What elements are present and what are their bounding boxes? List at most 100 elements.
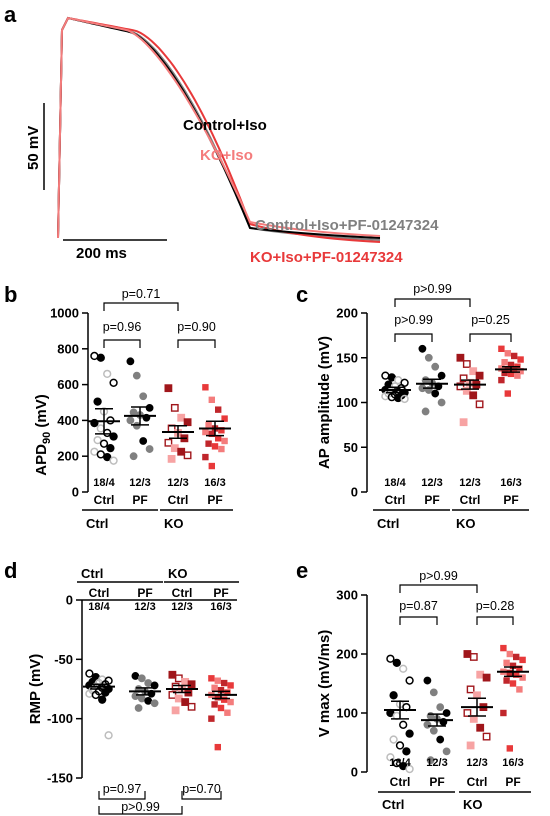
data-point bbox=[131, 692, 140, 701]
data-point bbox=[400, 394, 409, 404]
data-point bbox=[501, 369, 508, 377]
significance-bracket bbox=[177, 339, 216, 348]
data-point bbox=[227, 682, 234, 689]
data-point bbox=[93, 435, 102, 445]
n-label: 16/3 bbox=[500, 477, 521, 489]
data-point bbox=[91, 690, 100, 700]
group-label-ko: KO bbox=[463, 797, 483, 812]
time-scale-label: 200 ms bbox=[76, 245, 127, 262]
data-point bbox=[431, 389, 440, 398]
category-label: PF bbox=[132, 493, 147, 507]
p-value-label: p=0.28 bbox=[476, 599, 515, 613]
panel-d-plot: 0 -50 -100 -150 RMP (mV) 18/4 12/3 12/3 16/3 p=0.… bbox=[27, 566, 239, 815]
data-point bbox=[466, 741, 475, 750]
data-point bbox=[211, 701, 218, 708]
data-point bbox=[513, 671, 520, 678]
data-point bbox=[462, 360, 471, 368]
category-label: Ctrl bbox=[168, 493, 189, 507]
p-value-label: p=0.96 bbox=[103, 320, 142, 334]
significance-bracket bbox=[394, 333, 433, 342]
significance-bracket bbox=[399, 584, 478, 593]
data-point bbox=[168, 670, 177, 679]
data-point bbox=[187, 680, 196, 689]
n-label: 16/3 bbox=[204, 477, 225, 489]
data-point bbox=[96, 353, 105, 362]
data-point bbox=[224, 709, 231, 716]
data-point bbox=[208, 675, 215, 682]
data-point bbox=[405, 764, 414, 774]
data-point bbox=[221, 437, 228, 445]
p-value-label: p>0.99 bbox=[121, 800, 160, 814]
group-label-ctrl: Ctrl bbox=[382, 797, 404, 812]
data-point bbox=[517, 356, 524, 363]
data-point bbox=[519, 674, 526, 681]
data-point bbox=[131, 672, 140, 680]
data-point bbox=[402, 747, 411, 756]
data-point bbox=[103, 369, 112, 379]
y-tick-label: -150 bbox=[47, 771, 73, 786]
data-point bbox=[507, 370, 515, 378]
data-point bbox=[139, 392, 148, 401]
data-point bbox=[421, 407, 430, 416]
category-label: Ctrl bbox=[460, 493, 481, 507]
data-point bbox=[431, 362, 440, 371]
category-label: Ctrl bbox=[172, 586, 193, 600]
n-label: 12/3 bbox=[466, 757, 487, 769]
y-tick-label: 0 bbox=[72, 485, 79, 500]
data-point bbox=[170, 403, 179, 412]
data-point bbox=[109, 378, 118, 387]
data-point bbox=[106, 443, 115, 453]
category-label: PF bbox=[424, 493, 439, 507]
p-value-label: p>0.99 bbox=[413, 282, 452, 296]
data-point bbox=[476, 723, 485, 732]
data-point bbox=[482, 732, 491, 741]
panel-d: d 0 -50 -100 -150 RMP (mV) 18/4 12/3 12/3 16/3 p=… bbox=[4, 558, 239, 815]
y-axis-label: RMP (mV) bbox=[27, 654, 44, 725]
data-point bbox=[208, 396, 215, 404]
data-point bbox=[511, 352, 518, 360]
data-point bbox=[509, 680, 517, 687]
data-point bbox=[399, 664, 408, 673]
data-point bbox=[405, 676, 414, 685]
panel-b-plot: 0 200 400 600 800 1000 18/4 12/3 12/3 16/3 p=0.71 p… bbox=[50, 287, 233, 531]
y-axis-label: V max (mV/ms) bbox=[316, 630, 333, 738]
data-point bbox=[482, 673, 491, 682]
data-point bbox=[503, 659, 510, 667]
y-tick-label: 0 bbox=[351, 765, 358, 780]
data-point bbox=[202, 428, 209, 436]
data-point bbox=[218, 427, 225, 434]
data-point bbox=[504, 390, 511, 397]
y-axis-label: AP amplitude (mV) bbox=[316, 336, 333, 469]
data-point bbox=[132, 371, 141, 380]
category-label: Ctrl bbox=[385, 493, 406, 507]
voltage-scale-label: 50 mV bbox=[25, 126, 42, 170]
y-tick-label: 0 bbox=[351, 485, 358, 500]
p-value-label: p=0.70 bbox=[182, 782, 221, 796]
data-point bbox=[498, 345, 505, 352]
category-label: Ctrl bbox=[94, 493, 115, 507]
data-point bbox=[144, 696, 153, 705]
data-point bbox=[205, 440, 212, 447]
data-point bbox=[211, 443, 219, 450]
n-label: 12/3 bbox=[426, 757, 447, 769]
data-point bbox=[463, 709, 472, 717]
data-point bbox=[506, 650, 513, 658]
y-tick-label: 1000 bbox=[50, 306, 79, 321]
data-point bbox=[456, 353, 465, 362]
p-value-label: p=0.71 bbox=[122, 287, 161, 301]
data-point bbox=[139, 437, 148, 445]
y-tick-label: 50 bbox=[344, 440, 358, 455]
data-point bbox=[183, 451, 192, 460]
y-tick-label: 300 bbox=[336, 588, 358, 603]
category-label: Ctrl bbox=[89, 586, 110, 600]
p-value-label: p>0.99 bbox=[419, 569, 458, 583]
data-point bbox=[504, 350, 511, 357]
data-point bbox=[501, 359, 508, 366]
data-point bbox=[507, 361, 515, 369]
y-tick-label: 200 bbox=[57, 449, 79, 464]
group-label-ko: KO bbox=[456, 516, 476, 531]
data-point bbox=[442, 709, 451, 717]
data-point bbox=[423, 720, 432, 729]
legend-control-iso: Control+Iso bbox=[183, 117, 267, 134]
data-point bbox=[386, 654, 395, 663]
